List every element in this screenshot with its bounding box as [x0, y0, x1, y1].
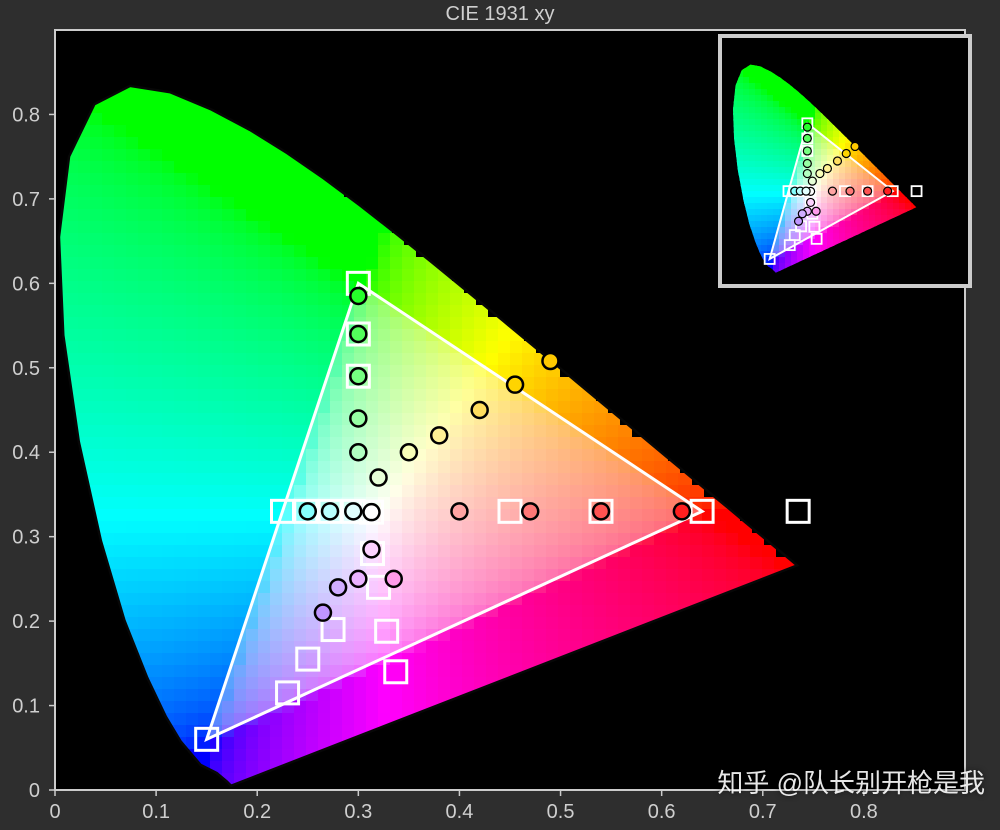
y-tick-label: 0.4: [12, 442, 40, 464]
x-tick-label: 0: [49, 801, 60, 823]
measured-circle: [330, 579, 346, 595]
y-tick-label: 0.3: [12, 527, 40, 549]
inset-circle: [828, 187, 836, 195]
y-tick-label: 0.5: [12, 358, 40, 380]
inset-circle: [803, 147, 811, 155]
x-tick-label: 0.3: [344, 801, 372, 823]
y-tick-label: 0.2: [12, 611, 40, 633]
inset-circle: [864, 187, 872, 195]
measured-circle: [300, 503, 316, 519]
measured-circle: [451, 503, 467, 519]
inset-circle: [795, 217, 803, 225]
measured-circle: [542, 353, 558, 369]
measured-circle: [350, 410, 366, 426]
inset-circle: [803, 134, 811, 142]
measured-circle: [674, 503, 690, 519]
x-tick-label: 0.5: [547, 801, 575, 823]
y-tick-label: 0.8: [12, 104, 40, 126]
inset-circle: [808, 177, 816, 185]
inset-circle: [846, 187, 854, 195]
inset-circle: [884, 187, 892, 195]
measured-circle: [350, 368, 366, 384]
x-tick-label: 0.2: [243, 801, 271, 823]
measured-circle: [350, 326, 366, 342]
measured-circle: [350, 444, 366, 460]
measured-circle: [472, 402, 488, 418]
x-tick-label: 0.4: [446, 801, 474, 823]
y-tick-label: 0.7: [12, 189, 40, 211]
measured-circle: [371, 470, 387, 486]
inset-circle: [816, 170, 824, 178]
y-tick-label: 0: [29, 780, 40, 802]
measured-circle: [593, 503, 609, 519]
x-tick-label: 0.8: [850, 801, 878, 823]
cie-chart-svg: CIE 1931 xy 0 0.1 0.2 0.3 0.4 0.5 0.6 0.7 0.8 0 0.1…: [0, 0, 1000, 830]
measured-circle: [507, 377, 523, 393]
measured-circle: [431, 427, 447, 443]
inset-circle: [803, 123, 811, 131]
measured-circle: [350, 571, 366, 587]
measured-circle: [401, 444, 417, 460]
chart-stage: CIE 1931 xy 0 0.1 0.2 0.3 0.4 0.5 0.6 0.7 0.8 0 0.1…: [0, 0, 1000, 830]
measured-circle: [350, 288, 366, 304]
measured-circle: [322, 503, 338, 519]
y-tick-label: 0.6: [12, 273, 40, 295]
inset-circle: [812, 207, 820, 215]
inset-circle: [823, 165, 831, 173]
x-tick-label: 0.1: [142, 801, 170, 823]
inset-circle: [803, 160, 811, 168]
inset-circle: [798, 210, 806, 218]
measured-circle: [363, 504, 379, 520]
measured-circle: [363, 541, 379, 557]
y-tick-label: 0.1: [12, 696, 40, 718]
inset-circle: [802, 187, 810, 195]
measured-circle: [315, 605, 331, 621]
x-tick-label: 0.7: [749, 801, 777, 823]
measured-circle: [522, 503, 538, 519]
inset-circle: [842, 149, 850, 157]
inset-circle: [833, 157, 841, 165]
x-tick-label: 0.6: [648, 801, 676, 823]
chart-title: CIE 1931 xy: [446, 3, 555, 25]
measured-circle: [345, 503, 361, 519]
inset-circle: [851, 142, 859, 150]
inset-circle: [803, 170, 811, 178]
inset-circle: [807, 198, 815, 206]
measured-circle: [386, 571, 402, 587]
